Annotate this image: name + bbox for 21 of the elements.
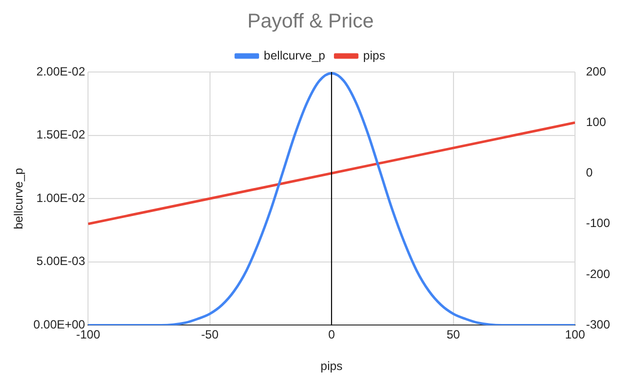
y-tick-label: 2.00E-02 (36, 64, 86, 78)
x-tick-label: -100 (76, 328, 100, 342)
line-series (88, 72, 575, 326)
x-tick-label: 0 (328, 328, 336, 342)
x-tick-label: 50 (446, 328, 460, 342)
legend-label: bellcurve_p (264, 48, 326, 62)
y2-tick-label: -200 (586, 266, 610, 281)
x-tick-label: 100 (564, 328, 586, 342)
y-tick-label: 1.00E-02 (36, 190, 86, 205)
y-tick-label: 1.50E-02 (36, 128, 86, 142)
y-axis-title: bellcurve_p (12, 168, 26, 230)
y2-tick-label: 200 (586, 64, 606, 78)
x-axis-title: pips (320, 359, 343, 374)
y2-tick-label: 100 (586, 114, 606, 129)
y2-tick-label: -300 (586, 318, 610, 332)
y2-tick-label: 0 (586, 166, 593, 180)
y2-tick-label: -100 (586, 216, 610, 230)
chart-title: Payoff & Price (247, 10, 374, 33)
x-tick-label: -50 (201, 328, 219, 342)
y-tick-label: 5.00E-03 (36, 254, 86, 268)
legend-label: pips (363, 48, 386, 62)
